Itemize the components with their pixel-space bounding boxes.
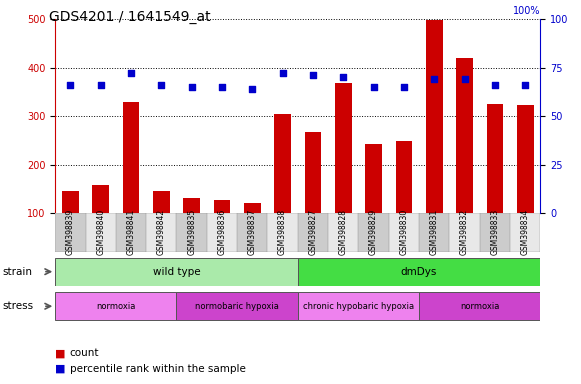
Text: GSM398830: GSM398830 — [399, 209, 408, 255]
Bar — [419, 213, 449, 252]
Bar — [517, 106, 533, 213]
Text: normobaric hypoxia: normobaric hypoxia — [195, 302, 279, 311]
Text: strain: strain — [3, 266, 33, 277]
Bar — [389, 213, 419, 252]
Text: GSM398827: GSM398827 — [309, 209, 317, 255]
Bar — [274, 114, 291, 213]
Point — [126, 70, 135, 76]
Text: wild type: wild type — [153, 266, 200, 277]
Bar — [214, 200, 230, 213]
Bar — [62, 191, 78, 213]
Text: GSM398836: GSM398836 — [217, 209, 227, 255]
Text: normoxia: normoxia — [460, 302, 500, 311]
Bar — [244, 204, 261, 213]
Text: GSM398828: GSM398828 — [339, 209, 348, 255]
Text: ■: ■ — [55, 348, 66, 358]
Point — [460, 76, 469, 83]
Point — [157, 82, 166, 88]
Point — [490, 82, 500, 88]
Bar — [55, 213, 85, 252]
Bar — [267, 213, 297, 252]
Bar — [207, 213, 237, 252]
Bar — [237, 213, 267, 252]
Text: stress: stress — [3, 301, 34, 311]
Bar — [297, 258, 540, 286]
Bar — [486, 104, 503, 213]
Text: GSM398838: GSM398838 — [278, 209, 287, 255]
Bar — [328, 213, 358, 252]
Point — [369, 84, 378, 90]
Text: GSM398839: GSM398839 — [66, 209, 75, 255]
Point — [399, 84, 408, 90]
Bar — [183, 198, 200, 213]
Point — [278, 70, 287, 76]
Bar — [146, 213, 177, 252]
Bar — [116, 213, 146, 252]
Text: GSM398835: GSM398835 — [187, 209, 196, 255]
Point — [339, 74, 348, 81]
Text: GSM398834: GSM398834 — [521, 209, 530, 255]
Bar — [396, 141, 413, 213]
Bar — [480, 213, 510, 252]
Text: percentile rank within the sample: percentile rank within the sample — [70, 364, 246, 374]
Point — [187, 84, 196, 90]
Bar — [55, 258, 297, 286]
Bar — [297, 293, 419, 320]
Text: count: count — [70, 348, 99, 358]
Text: GSM398837: GSM398837 — [248, 209, 257, 255]
Bar — [426, 20, 443, 213]
Text: GSM398831: GSM398831 — [430, 209, 439, 255]
Bar — [153, 191, 170, 213]
Bar — [297, 213, 328, 252]
Text: dmDys: dmDys — [401, 266, 437, 277]
Bar — [123, 102, 139, 213]
Bar — [510, 213, 540, 252]
Bar — [304, 132, 321, 213]
Bar — [456, 58, 473, 213]
Bar — [92, 185, 109, 213]
Point — [248, 86, 257, 92]
Text: normoxia: normoxia — [96, 302, 135, 311]
Point — [429, 76, 439, 83]
Bar — [358, 213, 389, 252]
Text: GSM398840: GSM398840 — [96, 209, 105, 255]
Text: ■: ■ — [55, 364, 66, 374]
Bar — [365, 144, 382, 213]
Point — [66, 82, 75, 88]
Text: 100%: 100% — [513, 6, 540, 16]
Bar — [55, 293, 177, 320]
Point — [521, 82, 530, 88]
Bar — [335, 83, 352, 213]
Bar — [177, 293, 297, 320]
Text: GDS4201 / 1641549_at: GDS4201 / 1641549_at — [49, 10, 211, 23]
Text: GSM398832: GSM398832 — [460, 209, 469, 255]
Bar — [419, 293, 540, 320]
Text: chronic hypobaric hypoxia: chronic hypobaric hypoxia — [303, 302, 414, 311]
Text: GSM398842: GSM398842 — [157, 209, 166, 255]
Bar — [449, 213, 480, 252]
Bar — [85, 213, 116, 252]
Text: GSM398829: GSM398829 — [369, 209, 378, 255]
Text: GSM398833: GSM398833 — [490, 209, 499, 255]
Point — [217, 84, 227, 90]
Bar — [177, 213, 207, 252]
Text: GSM398841: GSM398841 — [127, 209, 135, 255]
Point — [96, 82, 105, 88]
Point — [309, 72, 318, 78]
